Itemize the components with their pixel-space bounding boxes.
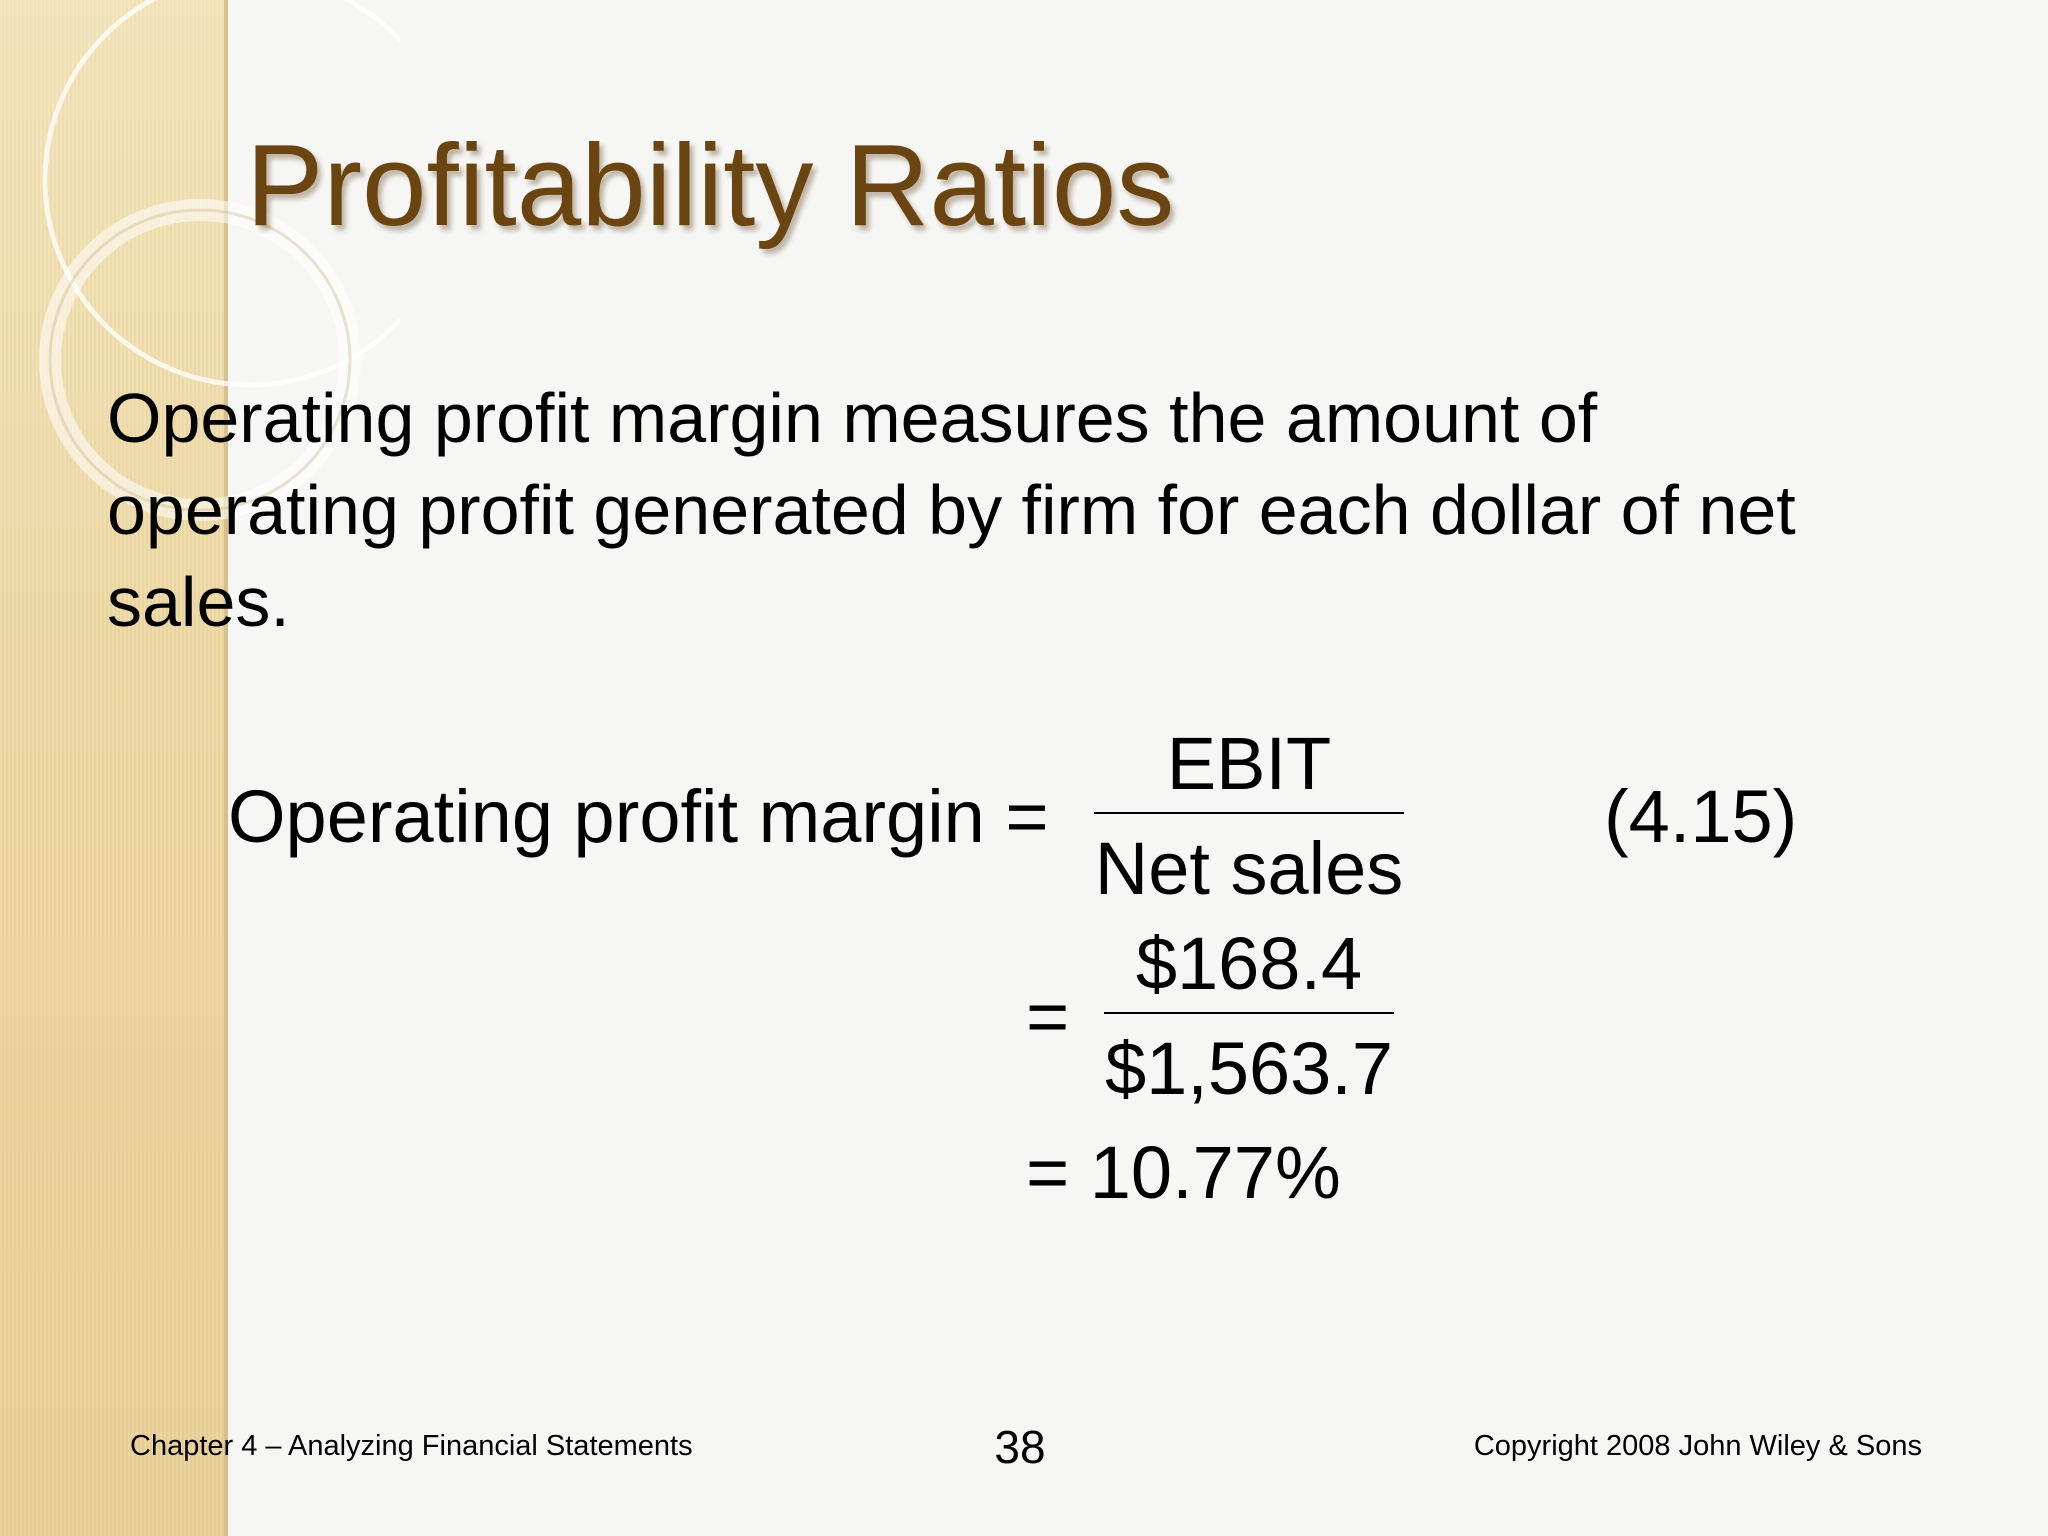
footer-copyright: Copyright 2008 John Wiley & Sons (1473, 1430, 1922, 1462)
side-panel-decoration (0, 0, 228, 1536)
slide-title: Profitability Ratios (246, 120, 1175, 250)
side-panel-edge (224, 0, 228, 1536)
step-denominator: $1,563.7 (1104, 1027, 1394, 1110)
decorative-rings (39, 0, 400, 521)
step-fraction-line (1104, 1012, 1394, 1014)
footer-chapter: Chapter 4 – Analyzing Financial Statemen… (130, 1430, 693, 1462)
formula-label: Operating profit margin = (228, 775, 1049, 858)
page-number: 38 (994, 1421, 1046, 1473)
body-text: Operating profit margin measures the amo… (107, 379, 1796, 641)
formula-result: = 10.77% (1026, 1131, 1341, 1214)
formula-denominator: Net sales (1094, 827, 1404, 910)
equation-number: (4.15) (1604, 775, 1798, 858)
formula-fraction-line (1094, 812, 1404, 814)
step-numerator: $168.4 (1135, 922, 1363, 1005)
step-equals: = (1026, 975, 1070, 1058)
formula-numerator: EBIT (1166, 722, 1332, 805)
